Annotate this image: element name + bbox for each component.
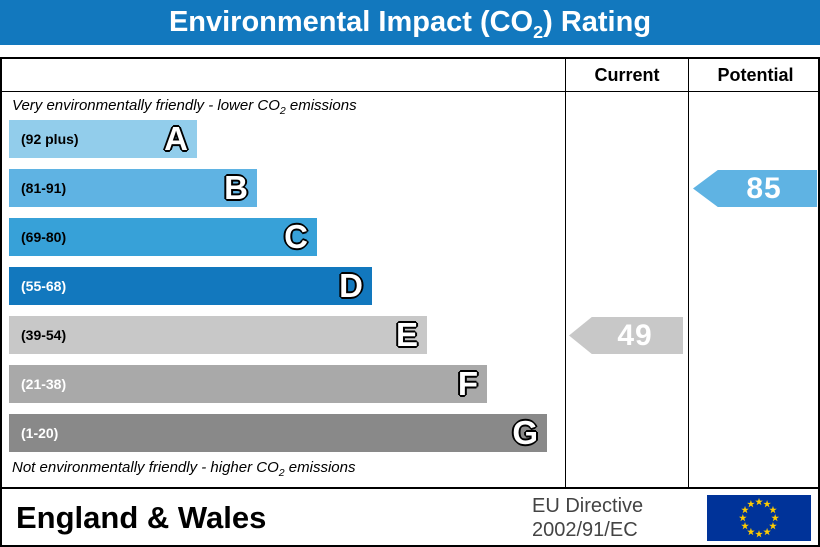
potential-column-divider (688, 59, 689, 487)
current-column-divider (565, 59, 566, 487)
band-g-letter: G (512, 414, 538, 451)
bottom-note-post: emissions (284, 459, 356, 476)
band-c-range-label: (69-80) (21, 229, 67, 245)
current-rating-value: 49 (617, 318, 653, 352)
potential-rating-arrow: 85 (693, 170, 817, 207)
title-subscript: 2 (533, 21, 544, 42)
top-note-pre: Very environmentally friendly - lower CO (12, 97, 280, 114)
eu-flag-icon (707, 495, 811, 541)
rating-band-e: (39-54) E (9, 316, 427, 354)
band-e-range-label: (39-54) (21, 327, 67, 343)
bottom-note-pre: Not environmentally friendly - higher CO (12, 459, 279, 476)
page-title: Environmental Impact (CO2) Rating (168, 6, 652, 42)
header-divider-line (2, 91, 818, 92)
rating-band-a: (92 plus) A (9, 120, 197, 158)
title-text-post: ) Rating (543, 6, 652, 38)
band-g-range-label: (1-20) (21, 425, 59, 441)
band-c-letter: C (284, 218, 308, 255)
current-rating-arrow: 49 (569, 317, 683, 354)
top-note-subscript: 2 (279, 105, 286, 117)
band-f-letter: F (457, 365, 478, 402)
potential-rating-value: 85 (746, 171, 782, 205)
band-f-range-label: (21-38) (21, 376, 67, 392)
bottom-note-subscript: 2 (278, 467, 285, 479)
band-d-letter: D (339, 267, 363, 304)
potential-column-header: Potential (717, 65, 794, 85)
eu-directive-line1: EU Directive (532, 495, 644, 517)
band-a-letter: A (164, 120, 188, 157)
band-a-range-label: (92 plus) (21, 131, 79, 147)
band-e-letter: E (395, 316, 418, 353)
rating-band-d: (55-68) D (9, 267, 372, 305)
rating-band-f: (21-38) F (9, 365, 487, 403)
rating-band-c: (69-80) C (9, 218, 317, 256)
title-text-pre: Environmental Impact (CO (168, 6, 534, 38)
rating-band-b: (81-91) B (9, 169, 257, 207)
rating-table: Current Potential Very environmentally f… (2, 59, 818, 489)
eu-directive-line2: 2002/91/EC (532, 519, 638, 541)
bottom-note: Not environmentally friendly - higher CO… (12, 459, 557, 479)
top-note-post: emissions (285, 97, 357, 114)
title-bar: Environmental Impact (CO2) Rating (0, 0, 820, 45)
band-d-range-label: (55-68) (21, 278, 67, 294)
rating-band-g: (1-20) G (9, 414, 547, 452)
footer: England & Wales EU Directive 2002/91/EC (2, 491, 818, 545)
top-note: Very environmentally friendly - lower CO… (12, 97, 557, 117)
region-label: England & Wales (16, 500, 267, 535)
eu-directive-text: EU Directive 2002/91/EC (532, 494, 643, 542)
chart-frame: Current Potential Very environmentally f… (0, 57, 820, 547)
band-b-letter: B (224, 169, 248, 206)
band-b-range-label: (81-91) (21, 180, 67, 196)
current-column-header: Current (594, 65, 660, 85)
